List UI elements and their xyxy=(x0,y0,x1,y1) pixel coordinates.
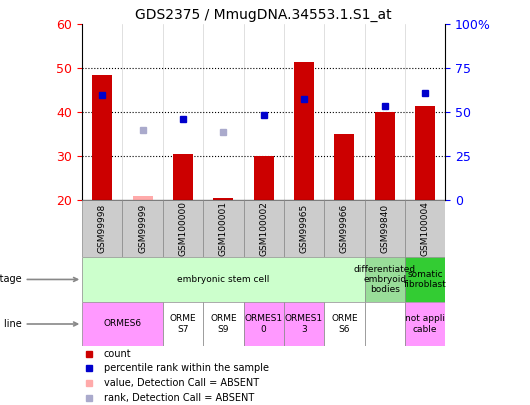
Bar xyxy=(163,302,203,346)
Bar xyxy=(405,257,445,302)
Bar xyxy=(415,106,435,200)
Text: ORMES1
3: ORMES1 3 xyxy=(285,314,323,334)
Text: somatic
fibroblast: somatic fibroblast xyxy=(404,270,446,289)
Text: count: count xyxy=(104,349,131,358)
Bar xyxy=(253,156,274,200)
Bar xyxy=(82,257,365,302)
Text: GSM99966: GSM99966 xyxy=(340,204,349,254)
Bar xyxy=(294,62,314,200)
Bar xyxy=(334,134,355,200)
Bar xyxy=(203,302,243,346)
Text: GSM99840: GSM99840 xyxy=(380,204,389,254)
Bar xyxy=(243,200,284,257)
Text: differentiated
embryoid
bodies: differentiated embryoid bodies xyxy=(354,264,416,294)
Bar xyxy=(324,302,365,346)
Bar xyxy=(132,196,153,200)
Bar xyxy=(375,112,395,200)
Text: ORME
S6: ORME S6 xyxy=(331,314,358,334)
Text: cell line: cell line xyxy=(0,319,77,329)
Text: GSM99965: GSM99965 xyxy=(299,204,308,254)
Text: GSM99999: GSM99999 xyxy=(138,204,147,254)
Text: ORMES1
0: ORMES1 0 xyxy=(245,314,282,334)
Text: GSM100002: GSM100002 xyxy=(259,201,268,256)
Bar xyxy=(82,200,122,257)
Text: GSM99998: GSM99998 xyxy=(98,204,107,254)
Bar xyxy=(405,200,445,257)
Text: ORME
S7: ORME S7 xyxy=(170,314,196,334)
Bar xyxy=(365,257,405,302)
Bar xyxy=(284,302,324,346)
Bar xyxy=(122,200,163,257)
Bar xyxy=(365,200,405,257)
Text: percentile rank within the sample: percentile rank within the sample xyxy=(104,363,269,373)
Bar xyxy=(173,154,193,200)
Bar xyxy=(405,302,445,346)
Bar xyxy=(324,200,365,257)
Bar xyxy=(82,302,163,346)
Bar xyxy=(284,200,324,257)
Bar xyxy=(163,200,203,257)
Text: rank, Detection Call = ABSENT: rank, Detection Call = ABSENT xyxy=(104,393,254,403)
Title: GDS2375 / MmugDNA.34553.1.S1_at: GDS2375 / MmugDNA.34553.1.S1_at xyxy=(135,8,392,22)
Bar xyxy=(92,75,112,200)
Bar xyxy=(213,198,233,200)
Bar xyxy=(203,200,243,257)
Text: ORME
S9: ORME S9 xyxy=(210,314,237,334)
Text: value, Detection Call = ABSENT: value, Detection Call = ABSENT xyxy=(104,378,259,388)
Text: embryonic stem cell: embryonic stem cell xyxy=(177,275,270,284)
Bar xyxy=(365,302,405,346)
Text: GSM100000: GSM100000 xyxy=(179,201,188,256)
Text: development stage: development stage xyxy=(0,275,77,284)
Bar xyxy=(243,302,284,346)
Text: not appli
cable: not appli cable xyxy=(405,314,445,334)
Text: GSM100001: GSM100001 xyxy=(219,201,228,256)
Text: ORMES6: ORMES6 xyxy=(103,320,142,328)
Text: GSM100004: GSM100004 xyxy=(420,201,429,256)
